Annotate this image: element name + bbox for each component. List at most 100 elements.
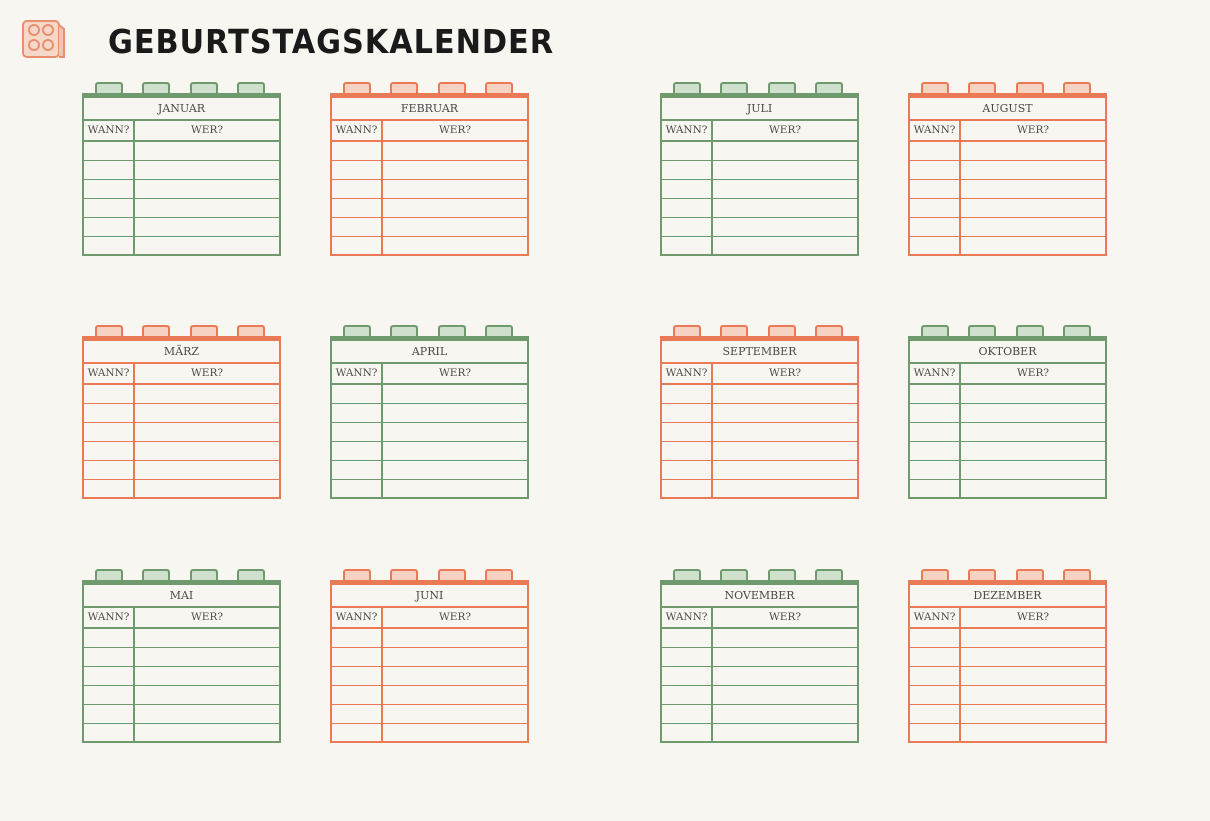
column-headers: WANN? WER?	[910, 364, 1105, 385]
column-headers: WANN? WER?	[84, 364, 279, 385]
table-row	[332, 199, 527, 218]
date-cell[interactable]	[910, 442, 961, 460]
date-cell[interactable]	[332, 480, 383, 499]
date-cell[interactable]	[84, 667, 135, 685]
date-cell[interactable]	[332, 724, 383, 743]
date-cell[interactable]	[332, 237, 383, 256]
date-cell[interactable]	[910, 385, 961, 403]
date-cell[interactable]	[84, 442, 135, 460]
date-cell[interactable]	[332, 404, 383, 422]
date-cell[interactable]	[84, 480, 135, 499]
date-cell[interactable]	[910, 724, 961, 743]
date-cell[interactable]	[662, 237, 713, 256]
date-cell[interactable]	[910, 480, 961, 499]
date-cell[interactable]	[332, 686, 383, 704]
date-cell[interactable]	[332, 461, 383, 479]
date-cell[interactable]	[662, 705, 713, 723]
table-body: JANUAR WANN? WER?	[82, 93, 281, 256]
date-cell[interactable]	[332, 423, 383, 441]
date-cell[interactable]	[910, 705, 961, 723]
stud	[1063, 569, 1091, 580]
date-cell[interactable]	[84, 724, 135, 743]
date-cell[interactable]	[84, 461, 135, 479]
table-row	[662, 423, 857, 442]
date-cell[interactable]	[910, 199, 961, 217]
date-cell[interactable]	[910, 423, 961, 441]
date-cell[interactable]	[332, 161, 383, 179]
date-cell[interactable]	[910, 404, 961, 422]
date-cell[interactable]	[910, 629, 961, 647]
stud	[438, 82, 466, 93]
date-cell[interactable]	[84, 161, 135, 179]
stud	[343, 325, 371, 336]
date-cell[interactable]	[84, 404, 135, 422]
brick-studs	[660, 569, 859, 582]
date-cell[interactable]	[662, 461, 713, 479]
column-header-who: WER?	[769, 124, 801, 136]
date-cell[interactable]	[84, 218, 135, 236]
date-cell[interactable]	[662, 385, 713, 403]
date-cell[interactable]	[910, 218, 961, 236]
date-cell[interactable]	[662, 442, 713, 460]
date-cell[interactable]	[332, 648, 383, 666]
date-cell[interactable]	[662, 180, 713, 198]
date-cell[interactable]	[662, 480, 713, 499]
date-cell[interactable]	[332, 667, 383, 685]
date-cell[interactable]	[910, 648, 961, 666]
date-cell[interactable]	[910, 686, 961, 704]
date-cell[interactable]	[662, 686, 713, 704]
date-cell[interactable]	[84, 705, 135, 723]
date-cell[interactable]	[910, 180, 961, 198]
date-cell[interactable]	[84, 686, 135, 704]
month-name: MÄRZ	[84, 338, 279, 364]
date-cell[interactable]	[662, 199, 713, 217]
table-row	[84, 218, 279, 237]
table-row	[332, 142, 527, 161]
column-header-when: WANN?	[662, 608, 713, 627]
stud	[921, 569, 949, 580]
date-cell[interactable]	[332, 142, 383, 160]
date-cell[interactable]	[662, 423, 713, 441]
table-row	[662, 461, 857, 480]
date-cell[interactable]	[662, 648, 713, 666]
date-cell[interactable]	[84, 180, 135, 198]
date-cell[interactable]	[910, 461, 961, 479]
column-header-who: WER?	[769, 611, 801, 623]
table-row	[662, 404, 857, 423]
date-cell[interactable]	[332, 705, 383, 723]
date-cell[interactable]	[84, 423, 135, 441]
date-cell[interactable]	[662, 142, 713, 160]
date-cell[interactable]	[662, 161, 713, 179]
date-cell[interactable]	[662, 667, 713, 685]
date-cell[interactable]	[662, 629, 713, 647]
date-cell[interactable]	[662, 724, 713, 743]
date-cell[interactable]	[332, 199, 383, 217]
date-cell[interactable]	[84, 142, 135, 160]
table-row	[332, 237, 527, 256]
date-cell[interactable]	[84, 237, 135, 256]
table-body: SEPTEMBER WANN? WER?	[660, 336, 859, 499]
date-cell[interactable]	[910, 142, 961, 160]
date-cell[interactable]	[84, 199, 135, 217]
table-row	[662, 199, 857, 218]
date-cell[interactable]	[910, 667, 961, 685]
date-cell[interactable]	[332, 629, 383, 647]
date-cell[interactable]	[84, 385, 135, 403]
date-cell[interactable]	[84, 629, 135, 647]
stud	[343, 82, 371, 93]
date-cell[interactable]	[332, 442, 383, 460]
brick-studs	[660, 325, 859, 338]
date-cell[interactable]	[332, 218, 383, 236]
table-row	[662, 724, 857, 743]
date-cell[interactable]	[332, 180, 383, 198]
table-row	[910, 629, 1105, 648]
column-headers: WANN? WER?	[910, 121, 1105, 142]
table-row	[332, 724, 527, 743]
date-cell[interactable]	[332, 385, 383, 403]
date-cell[interactable]	[84, 648, 135, 666]
date-cell[interactable]	[662, 218, 713, 236]
date-cell[interactable]	[662, 404, 713, 422]
brick-studs	[660, 82, 859, 95]
date-cell[interactable]	[910, 237, 961, 256]
date-cell[interactable]	[910, 161, 961, 179]
